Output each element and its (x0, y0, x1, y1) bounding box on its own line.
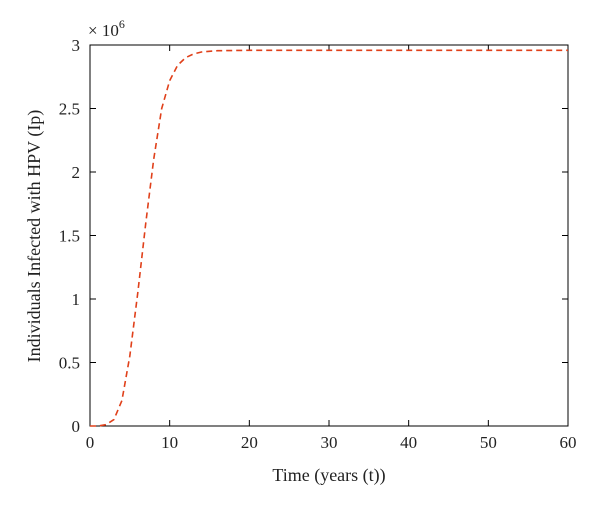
y-multiplier-label: × 106 (88, 17, 125, 40)
x-tick-label: 20 (241, 433, 258, 452)
series-line (90, 49, 568, 427)
y-tick-label: 2.5 (59, 100, 80, 119)
y-axis-title: Individuals Infected with HPV (Ip) (24, 110, 45, 363)
x-axis: 0 10 20 30 40 50 60 (86, 45, 577, 452)
x-tick-label: 0 (86, 433, 95, 452)
x-tick-label: 40 (400, 433, 417, 452)
plot-area (89, 44, 569, 427)
x-tick-label: 10 (161, 433, 178, 452)
x-tick-label: 30 (321, 433, 338, 452)
y-axis: 0 0.5 1 1.5 2 2.5 3 (59, 36, 568, 436)
y-tick-label: 2 (72, 163, 81, 182)
y-multiplier-exponent: 6 (119, 17, 125, 31)
series-layer (90, 49, 568, 427)
x-axis-title: Time (years (t)) (272, 465, 385, 486)
y-tick-label: 0 (72, 417, 81, 436)
y-tick-label: 1.5 (59, 227, 80, 246)
x-tick-label: 60 (560, 433, 577, 452)
y-tick-label: 1 (72, 290, 81, 309)
x-tick-label: 50 (480, 433, 497, 452)
y-tick-label: 0.5 (59, 354, 80, 373)
y-tick-label: 3 (72, 36, 81, 55)
